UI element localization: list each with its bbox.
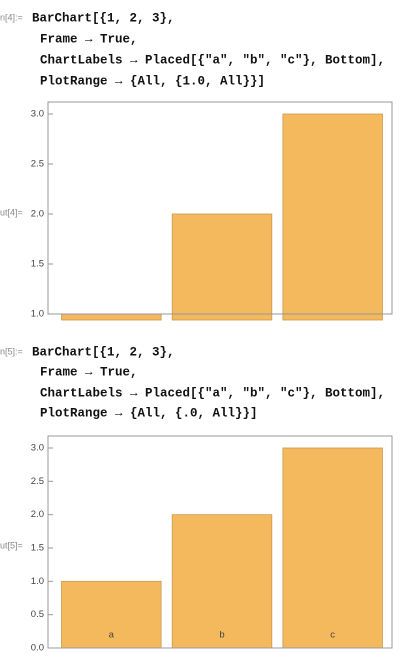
code-line: ChartLabels → Placed[{"a", "b", "c"}, Bo… xyxy=(40,386,385,400)
bar xyxy=(171,514,273,649)
frame xyxy=(47,435,393,649)
frame xyxy=(47,101,393,315)
y-tick-label: 2.5 xyxy=(31,159,44,170)
bar-label: c xyxy=(330,630,335,641)
y-tick-label: 3.0 xyxy=(31,443,44,454)
y-tick-label: 0.0 xyxy=(31,643,44,654)
bar-label: a xyxy=(109,630,115,641)
bar xyxy=(282,447,383,649)
y-tick-label: 3.0 xyxy=(31,109,44,120)
out-label: ut[4]= xyxy=(0,207,23,217)
y-tick-label: 0.5 xyxy=(31,609,44,620)
in-label: n[4]:= xyxy=(0,12,23,22)
bar xyxy=(282,113,383,321)
code-line: Frame → True, xyxy=(40,365,138,379)
y-tick-label: 1.5 xyxy=(31,543,44,554)
code-line: PlotRange → {All, {.0, All}}] xyxy=(40,406,258,420)
y-tick-label: 1.0 xyxy=(31,576,44,587)
code-line: PlotRange → {All, {1.0, All}}] xyxy=(40,74,265,88)
bar-label: b xyxy=(219,630,224,641)
out-label: ut[5]= xyxy=(0,540,23,550)
code-line: BarChart[{1, 2, 3}, xyxy=(32,345,175,359)
y-tick-label: 1.5 xyxy=(31,259,44,270)
y-tick-label: 2.0 xyxy=(31,209,44,220)
code-line: Frame → True, xyxy=(40,32,138,46)
y-tick-label: 2.0 xyxy=(31,509,44,520)
y-tick-label: 1.0 xyxy=(31,309,44,320)
code-line: ChartLabels → Placed[{"a", "b", "c"}, Bo… xyxy=(40,53,385,67)
bar xyxy=(171,213,273,321)
y-tick-label: 2.5 xyxy=(31,476,44,487)
code-line: BarChart[{1, 2, 3}, xyxy=(32,11,175,25)
bar xyxy=(61,313,162,321)
in-label: n[5]:= xyxy=(0,346,23,356)
bar xyxy=(61,580,162,649)
